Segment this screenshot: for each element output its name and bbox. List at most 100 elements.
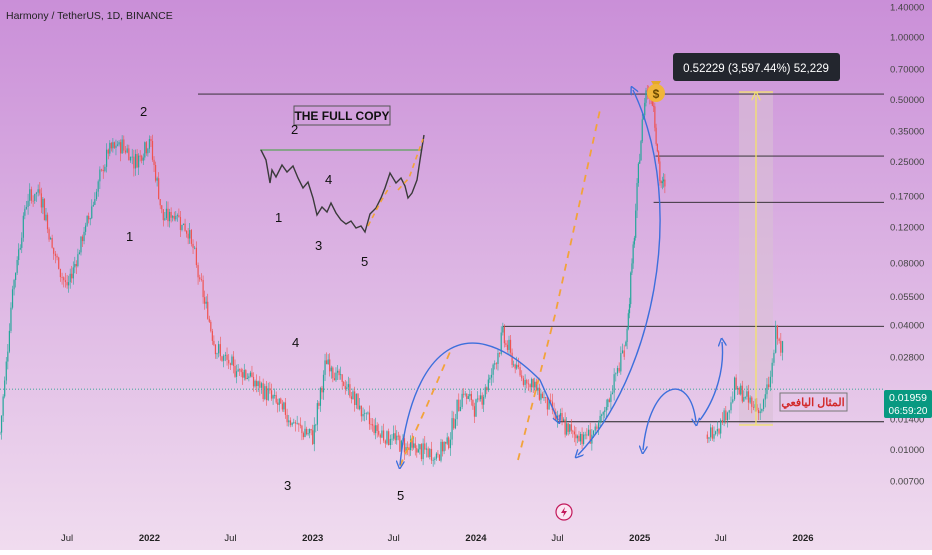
candle-body <box>15 272 17 281</box>
candle-body <box>749 397 751 403</box>
candle-body <box>107 149 109 154</box>
candle-body <box>104 166 106 172</box>
blue-arc-arrow-1[interactable] <box>400 342 558 465</box>
price-tick-label: 0.35000 <box>890 127 924 138</box>
candle-body <box>608 399 610 402</box>
candle-body <box>509 339 512 353</box>
candle-body <box>399 436 401 452</box>
candle-body <box>562 419 565 421</box>
candle-body <box>224 354 226 356</box>
candle-body <box>548 399 550 410</box>
candle-body <box>508 339 510 350</box>
candle-body <box>639 160 641 164</box>
candle-body <box>59 268 61 278</box>
candle-body <box>438 454 441 461</box>
candle-body <box>329 359 331 372</box>
candle-body <box>623 350 625 357</box>
candle-body <box>771 362 773 377</box>
candle-body <box>728 410 730 413</box>
candle-body <box>521 375 523 379</box>
candle-body <box>170 211 172 218</box>
time-axis[interactable]: Jul 2022 Jul 2023 Jul 2024 Jul 2025 Jul 2026 <box>61 533 814 544</box>
candle-body <box>417 449 419 453</box>
candle-body <box>756 404 758 411</box>
candle-body <box>631 263 633 273</box>
candle-body <box>207 301 209 319</box>
wave-label-5: 5 <box>397 488 404 503</box>
arabic-label: المثال اليافعي <box>781 397 844 410</box>
candle-body <box>8 330 10 352</box>
blue-arc-arrow-4[interactable] <box>699 342 723 421</box>
candle-body <box>503 326 505 344</box>
candle-body <box>362 414 364 417</box>
candle-body <box>95 191 98 200</box>
inset-wave-label-3: 3 <box>315 238 322 253</box>
candle-body <box>664 179 666 187</box>
candle-body <box>165 208 168 219</box>
price-tick-label: 0.04000 <box>890 321 924 332</box>
candle-body <box>720 420 722 434</box>
candle-body <box>388 431 390 446</box>
candle-body <box>531 379 533 388</box>
candle-body <box>610 394 612 402</box>
candle-body <box>368 412 371 425</box>
candle-body <box>92 204 94 207</box>
time-tick-label: Jul <box>224 533 236 544</box>
candle-body <box>645 90 647 103</box>
price-axis[interactable]: 1.40000 1.00000 0.70000 0.50000 0.35000 0.250… <box>890 3 924 488</box>
candle-body <box>25 206 27 209</box>
drawing-overlays[interactable] <box>260 90 773 466</box>
horizontal-levels[interactable] <box>0 93 884 423</box>
candle-body <box>118 142 120 145</box>
candle-body <box>715 431 717 435</box>
candle-body <box>50 237 52 240</box>
candle-body <box>309 429 311 434</box>
candle-body <box>296 423 298 425</box>
lightning-event-icon[interactable] <box>555 503 573 521</box>
candle-body <box>602 412 604 415</box>
candle-body <box>284 402 287 415</box>
candle-body <box>42 198 44 208</box>
candle-body <box>288 420 290 423</box>
candle-body <box>223 355 225 361</box>
candle-body <box>575 434 577 439</box>
candle-body <box>661 181 663 184</box>
wave-label-4: 4 <box>292 335 299 350</box>
candle-body <box>182 223 185 225</box>
candle-body <box>313 424 315 445</box>
candle-body <box>437 453 439 455</box>
candle-body <box>383 430 385 441</box>
candle-body <box>654 106 656 128</box>
candle-body <box>443 442 445 452</box>
price-tick-label: 0.08000 <box>890 259 924 270</box>
candle-body <box>446 437 448 444</box>
candle-body <box>427 448 429 458</box>
candle-body <box>570 424 572 431</box>
candle-body <box>480 395 482 400</box>
blue-arc-arrow-2[interactable] <box>578 90 661 455</box>
candle-body <box>592 430 595 435</box>
candle-body <box>299 424 301 426</box>
time-tick-label: 2025 <box>629 533 651 544</box>
time-tick-label: 2022 <box>139 533 160 544</box>
candle-body <box>658 151 660 162</box>
candle-body <box>454 419 457 429</box>
candle-body <box>381 430 383 438</box>
candle-body <box>315 424 317 426</box>
candle-body <box>376 425 378 431</box>
candle-body <box>640 141 642 161</box>
price-tick-label: 0.01400 <box>890 415 924 426</box>
time-tick-label: Jul <box>715 533 727 544</box>
candle-body <box>486 387 488 391</box>
candle-body <box>18 249 20 261</box>
candle-body <box>420 444 423 460</box>
candle-body <box>246 378 248 380</box>
candle-body <box>275 395 277 403</box>
candle-body <box>733 377 736 400</box>
blue-arc-arrow-3[interactable] <box>643 388 696 450</box>
candle-body <box>740 385 742 395</box>
candle-body <box>84 225 87 232</box>
candle-body <box>190 230 192 244</box>
